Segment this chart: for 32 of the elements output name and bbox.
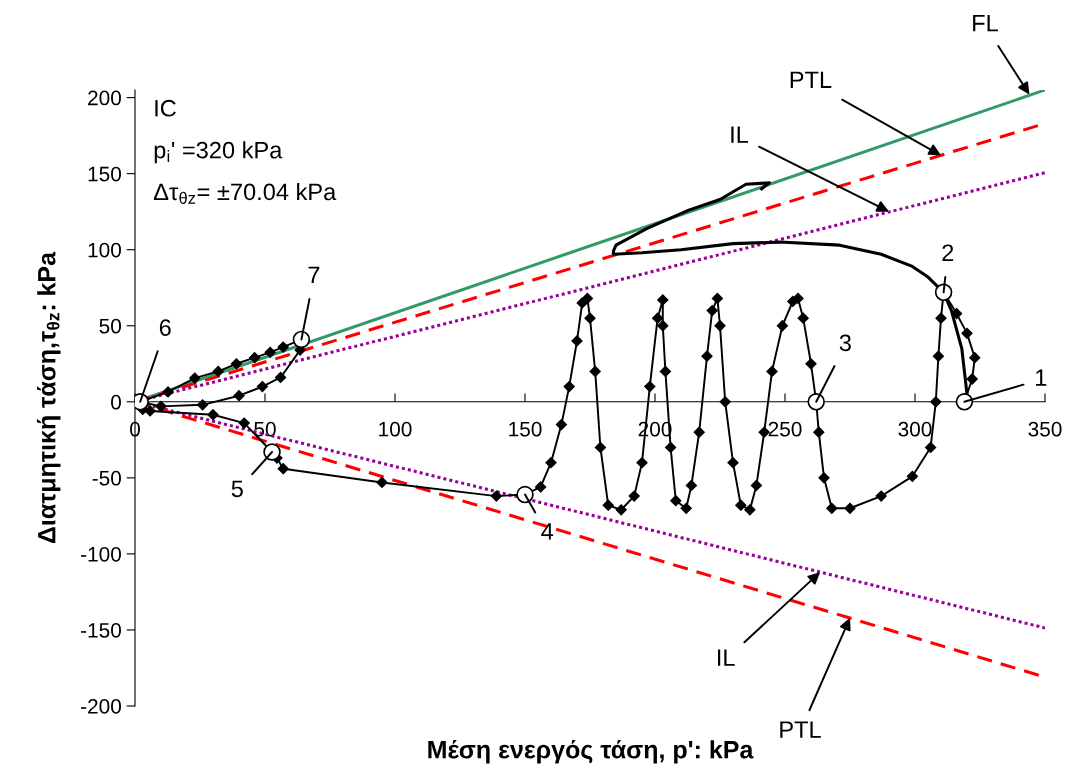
annotation: FL: [973, 14, 998, 32]
x-tick-label: 50: [254, 421, 276, 437]
y-tick-label: 150: [88, 166, 121, 182]
annotation: IL: [717, 649, 735, 666]
y-axis-title: Διατμητική τάση,τ$_{θz}$: kPa: [36, 251, 61, 544]
annotation: IC: [155, 99, 176, 117]
annotation: 4: [541, 523, 554, 540]
annotation: 2: [942, 244, 954, 261]
annotation: 3: [839, 334, 851, 352]
x-tick-label: 300: [898, 421, 932, 437]
annotation: 7: [308, 266, 320, 284]
y-tick-label: 50: [99, 318, 121, 334]
x-tick-label: 250: [768, 421, 802, 437]
annotation: 5: [231, 480, 243, 498]
annotation: 6: [159, 319, 171, 336]
y-tick-label: -50: [92, 470, 121, 486]
x-axis-title: Μέση ενεργός τάση, p': kPa: [428, 739, 754, 764]
y-tick-label: -150: [81, 622, 121, 638]
x-tick-label: 350: [1028, 421, 1062, 437]
y-tick-label: -100: [81, 546, 121, 562]
x-tick-label: 100: [379, 421, 412, 437]
annotation: p$_{i}$' =320 kPa: [154, 141, 283, 164]
annotation: PTL: [790, 71, 832, 88]
annotation: PTL: [780, 721, 821, 738]
y-tick-label: -200: [81, 699, 121, 714]
annotation: Δτ$_{θz}$= ±70.04 kPa: [153, 182, 337, 204]
annotation: 1: [1036, 369, 1047, 386]
y-tick-label: 0: [111, 394, 121, 410]
x-tick-label: 150: [509, 421, 542, 437]
y-tick-label: 100: [88, 242, 121, 258]
annotation: IL: [731, 126, 749, 143]
y-tick-label: 200: [88, 90, 121, 106]
